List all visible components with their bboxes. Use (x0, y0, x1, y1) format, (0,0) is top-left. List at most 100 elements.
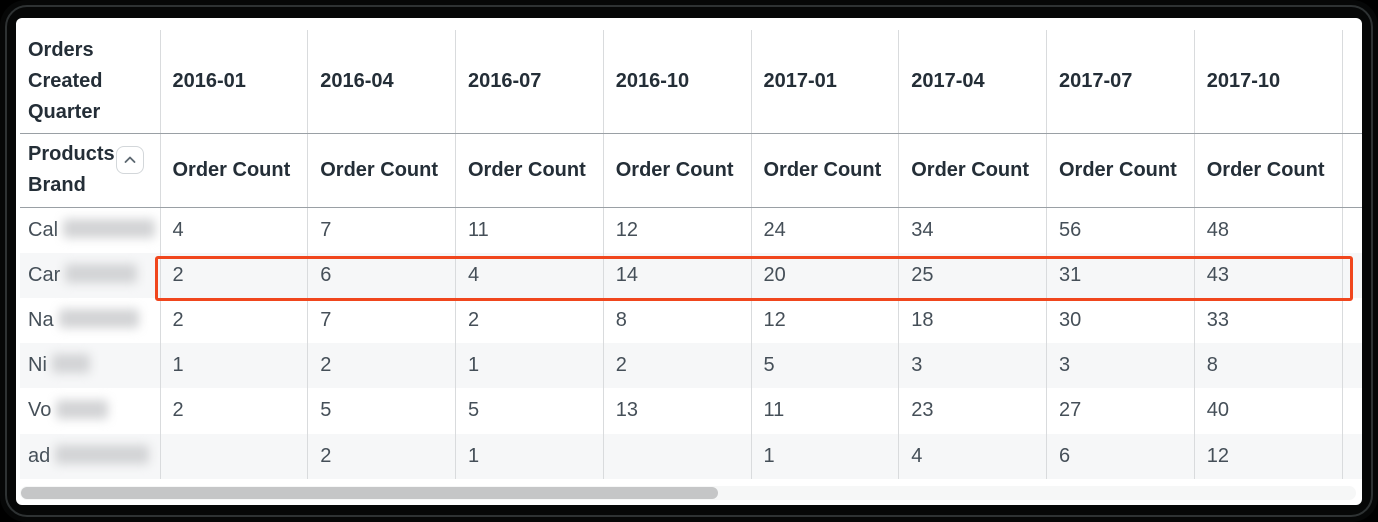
value-cell: 5 (455, 388, 604, 434)
value-cell: 4 (898, 433, 1047, 479)
column-header-2016-01[interactable]: 2016-01 (159, 30, 308, 134)
column-header-2016-07[interactable]: 2016-07 (455, 30, 604, 134)
value-cell (602, 433, 751, 479)
value-cell: 48 (1193, 207, 1342, 253)
table-row: ad 2 1 1 4 6 12 (20, 433, 1362, 479)
brand-label: Cal (28, 218, 59, 241)
value-cell: 12 (750, 297, 899, 344)
value-cell: 13 (602, 388, 751, 434)
value-cell: 40 (1193, 388, 1342, 434)
measure-header[interactable]: Order Count (750, 133, 899, 208)
value-cell: 8 (1193, 343, 1342, 389)
clipped-next-column (1341, 133, 1362, 208)
value-cell: 6 (307, 252, 456, 298)
value-cell: 18 (898, 297, 1047, 344)
table-row: Na 2 7 2 8 12 18 30 33 (20, 297, 1362, 344)
value-cell: 2 (159, 297, 308, 344)
clipped-cell (1341, 297, 1362, 344)
table-card: Orders Created Quarter 2016-01 2016-04 2… (16, 18, 1362, 505)
clipped-cell (1341, 433, 1362, 479)
value-cell: 20 (750, 252, 899, 298)
value-cell: 3 (1046, 343, 1195, 389)
brand-cell: ad (20, 434, 160, 479)
value-cell: 2 (602, 343, 751, 389)
measure-header[interactable]: Order Count (1193, 133, 1342, 208)
row-dimension-label: Products Brand (28, 143, 115, 196)
row-dimension-header[interactable]: Products Brand (20, 133, 160, 208)
value-cell: 31 (1046, 252, 1195, 298)
redacted-text (63, 218, 156, 238)
brand-label: Na (28, 309, 54, 332)
redacted-text (58, 309, 139, 329)
value-cell: 8 (602, 297, 751, 344)
clipped-cell (1341, 252, 1362, 298)
column-header-2017-10[interactable]: 2017-10 (1193, 30, 1342, 134)
pivot-table: Orders Created Quarter 2016-01 2016-04 2… (20, 30, 1362, 479)
value-cell: 11 (750, 388, 899, 434)
value-cell (159, 433, 308, 479)
value-cell: 4 (159, 207, 308, 253)
value-cell: 27 (1046, 388, 1195, 434)
value-cell: 14 (602, 252, 751, 298)
value-cell: 30 (1046, 297, 1195, 344)
redacted-text (56, 399, 109, 419)
value-cell: 33 (1193, 297, 1342, 344)
value-cell: 2 (455, 297, 604, 344)
clipped-cell (1341, 343, 1362, 389)
brand-cell: Cal (20, 207, 160, 253)
value-cell: 12 (602, 207, 751, 253)
brand-cell: Na (20, 298, 160, 343)
measure-header[interactable]: Order Count (898, 133, 1047, 208)
column-header-2016-04[interactable]: 2016-04 (307, 30, 456, 134)
brand-label: Ni (28, 354, 47, 377)
value-cell: 1 (455, 343, 604, 389)
value-cell: 23 (898, 388, 1047, 434)
measure-header[interactable]: Order Count (602, 133, 751, 208)
value-cell: 6 (1046, 433, 1195, 479)
table-row: Cal 4 7 11 12 24 34 56 48 (20, 207, 1362, 253)
pivot-table-viewport: Orders Created Quarter 2016-01 2016-04 2… (20, 30, 1362, 480)
measure-header[interactable]: Order Count (307, 133, 456, 208)
clipped-cell (1341, 207, 1362, 253)
brand-label: Vo (28, 399, 52, 422)
redacted-text (65, 263, 138, 283)
value-cell: 2 (307, 343, 456, 389)
value-cell: 25 (898, 252, 1047, 298)
measure-header[interactable]: Order Count (1046, 133, 1195, 208)
value-cell: 3 (898, 343, 1047, 389)
value-cell: 5 (307, 388, 456, 434)
value-cell: 24 (750, 207, 899, 253)
value-cell: 7 (307, 207, 456, 253)
value-cell: 2 (159, 388, 308, 434)
brand-label: Car (28, 263, 61, 286)
value-cell: 4 (455, 252, 604, 298)
table-row-highlighted: Car 2 6 4 14 20 25 31 43 (20, 252, 1362, 298)
scrollbar-thumb[interactable] (21, 487, 718, 499)
brand-cell: Ni (20, 343, 160, 388)
value-cell: 2 (307, 433, 456, 479)
measure-header[interactable]: Order Count (455, 133, 604, 208)
value-cell: 12 (1193, 433, 1342, 479)
sort-ascending-button[interactable] (116, 145, 144, 174)
column-header-2017-07[interactable]: 2017-07 (1046, 30, 1195, 134)
value-cell: 56 (1046, 207, 1195, 253)
horizontal-scrollbar[interactable] (20, 486, 1356, 500)
value-cell: 1 (159, 343, 308, 389)
chevron-up-icon (122, 152, 138, 168)
clipped-next-column (1341, 30, 1362, 134)
column-header-2016-10[interactable]: 2016-10 (602, 30, 751, 134)
column-header-2017-01[interactable]: 2017-01 (750, 30, 899, 134)
brand-cell: Vo (20, 388, 160, 433)
value-cell: 43 (1193, 252, 1342, 298)
value-cell: 34 (898, 207, 1047, 253)
corner-header: Orders Created Quarter (20, 30, 160, 134)
value-cell: 11 (455, 207, 604, 253)
quarter-header-row: Orders Created Quarter 2016-01 2016-04 2… (20, 30, 1362, 134)
column-header-2017-04[interactable]: 2017-04 (898, 30, 1047, 134)
value-cell: 1 (750, 433, 899, 479)
redacted-text (55, 444, 150, 464)
value-cell: 2 (159, 252, 308, 298)
measure-header-row: Products Brand Order Count Order Count O… (20, 133, 1362, 208)
table-row: Vo 2 5 5 13 11 23 27 40 (20, 388, 1362, 434)
measure-header[interactable]: Order Count (159, 133, 308, 208)
